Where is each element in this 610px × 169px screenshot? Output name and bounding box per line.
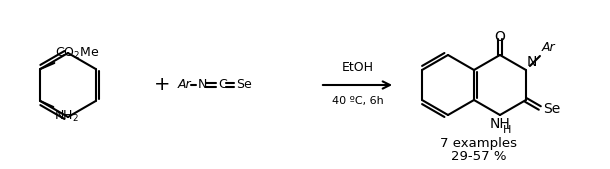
Text: Ar: Ar (178, 78, 192, 91)
Text: CO$_2$Me: CO$_2$Me (56, 46, 100, 61)
Text: +: + (154, 76, 170, 94)
Text: 7 examples: 7 examples (440, 137, 517, 150)
Text: N: N (527, 55, 537, 69)
Text: NH$_2$: NH$_2$ (54, 109, 79, 124)
Text: N: N (198, 78, 207, 91)
Text: 40 ºC, 6h: 40 ºC, 6h (332, 96, 383, 106)
Text: C: C (218, 78, 227, 91)
Text: 29-57 %: 29-57 % (451, 150, 507, 163)
Text: Se: Se (236, 78, 252, 91)
Text: Ar: Ar (542, 41, 556, 54)
Text: NH: NH (490, 117, 511, 131)
Text: H: H (503, 125, 511, 135)
Text: Se: Se (544, 102, 561, 116)
Text: EtOH: EtOH (342, 61, 373, 74)
Text: O: O (495, 30, 506, 44)
